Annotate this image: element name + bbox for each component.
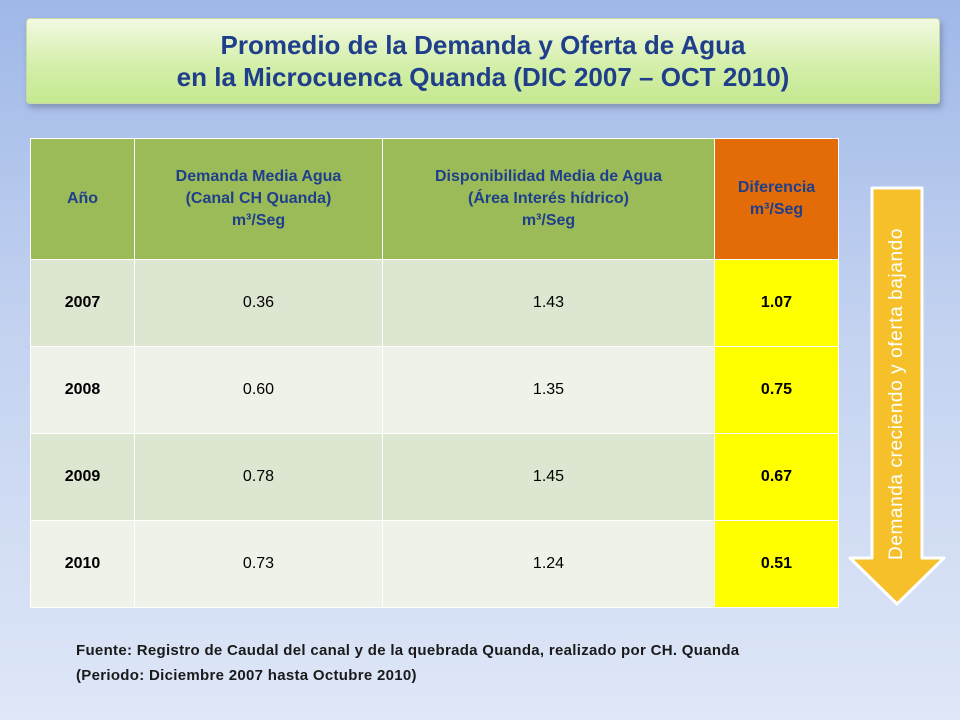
header-diferencia-unit: m³/Seg [749, 201, 804, 218]
cell-year: 2010 [30, 520, 135, 608]
header-diferencia-line-1: Diferencia [737, 179, 816, 196]
source-line-2: (Periodo: Diciembre 2007 hasta Octubre 2… [76, 667, 417, 684]
header-demanda-line-2: (Canal CH Quanda) [185, 190, 332, 207]
cell-disponibilidad: 1.43 [382, 259, 715, 347]
cell-demanda: 0.36 [134, 259, 383, 347]
header-year-label: Año [66, 190, 99, 207]
cell-demanda: 0.78 [134, 433, 383, 521]
table-row: 2007 0.36 1.43 1.07 [30, 259, 839, 347]
table-header-row: Año Demanda Media Agua (Canal CH Quanda)… [30, 138, 839, 260]
header-demanda-line-1: Demanda Media Agua [175, 168, 342, 185]
table-row: 2009 0.78 1.45 0.67 [30, 433, 839, 521]
down-arrow-icon [848, 186, 946, 606]
cell-diferencia: 0.75 [714, 346, 839, 434]
header-disponibilidad-line-2: (Área Interés hídrico) [468, 190, 629, 207]
cell-disponibilidad: 1.24 [382, 520, 715, 608]
header-demanda: Demanda Media Agua (Canal CH Quanda) m³/… [134, 138, 383, 260]
header-disponibilidad-unit: m³/Seg [521, 212, 576, 229]
source-line-1: Fuente: Registro de Caudal del canal y d… [76, 642, 740, 659]
cell-diferencia: 1.07 [714, 259, 839, 347]
title-line-1: Promedio de la Demanda y Oferta de Agua [220, 30, 746, 60]
header-demanda-unit: m³/Seg [231, 212, 286, 229]
cell-disponibilidad: 1.45 [382, 433, 715, 521]
header-diferencia: Diferencia m³/Seg [714, 138, 839, 260]
header-disponibilidad-line-1: Disponibilidad Media de Agua [435, 168, 662, 185]
cell-year: 2007 [30, 259, 135, 347]
title-line-2: en la Microcuenca Quanda (DIC 2007 – OCT… [176, 62, 790, 92]
water-balance-table: Año Demanda Media Agua (Canal CH Quanda)… [30, 138, 839, 608]
table-row: 2008 0.60 1.35 0.75 [30, 346, 839, 434]
title-banner: Promedio de la Demanda y Oferta de Agua … [26, 18, 940, 104]
trend-arrow-label: Demanda creciendo y oferta bajando [886, 228, 907, 560]
cell-diferencia: 0.51 [714, 520, 839, 608]
trend-arrow [848, 186, 946, 606]
source-note: Fuente: Registro de Caudal del canal y d… [76, 638, 896, 688]
cell-diferencia: 0.67 [714, 433, 839, 521]
table-row: 2010 0.73 1.24 0.51 [30, 520, 839, 608]
cell-disponibilidad: 1.35 [382, 346, 715, 434]
header-year: Año [30, 138, 135, 260]
cell-demanda: 0.60 [134, 346, 383, 434]
cell-demanda: 0.73 [134, 520, 383, 608]
cell-year: 2008 [30, 346, 135, 434]
header-disponibilidad: Disponibilidad Media de Agua (Área Inter… [382, 138, 715, 260]
cell-year: 2009 [30, 433, 135, 521]
